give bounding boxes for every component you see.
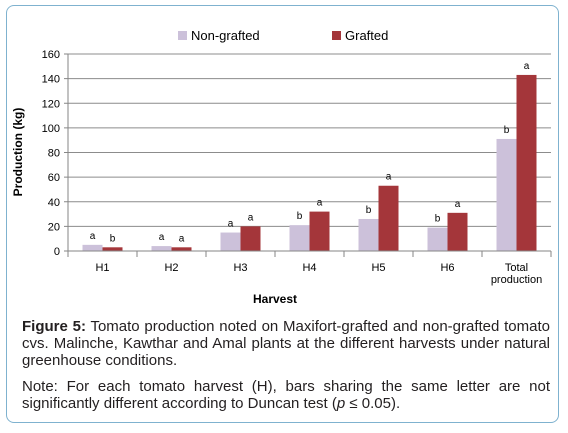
bar-grafted — [309, 211, 330, 251]
legend-label: Grafted — [345, 28, 388, 43]
bar-grafted — [171, 247, 192, 251]
x-tick-label: H2 — [164, 262, 178, 274]
legend-swatch — [178, 31, 187, 40]
x-tick-label: H3 — [233, 262, 247, 274]
legend: Non-grafted Grafted — [178, 28, 388, 43]
bars — [82, 74, 537, 252]
y-tick-label: 160 — [42, 49, 60, 61]
significance-letter: b — [435, 214, 441, 225]
legend-label: Non-grafted — [191, 28, 260, 43]
bar-non-grafted — [220, 232, 241, 251]
y-tick-label: 40 — [48, 197, 60, 209]
bar-non-grafted — [289, 225, 310, 251]
figure-label: Figure 5: — [22, 318, 86, 335]
y-axis-label: Production (kg) — [11, 108, 25, 197]
bar-grafted — [240, 226, 261, 251]
significance-letter: b — [297, 211, 303, 222]
significance-letter: a — [90, 231, 96, 242]
note-prefix: Note: For each tomato harvest (H), bars … — [22, 378, 550, 412]
figure-caption: Figure 5: Tomato production noted on Max… — [22, 318, 550, 369]
bar-non-grafted — [151, 246, 172, 251]
significance-letter: a — [524, 61, 530, 72]
significance-letter: a — [159, 232, 165, 243]
significance-letter: b — [110, 233, 116, 244]
y-tick-label: 100 — [42, 123, 60, 135]
bar-grafted — [378, 185, 399, 251]
significance-letter: b — [366, 205, 372, 216]
bar-chart: a b a a a a b a b a b a b a 0 20 40 60 80 100 120 140 160 H1 H2… — [11, 28, 552, 306]
bar-non-grafted — [496, 138, 517, 251]
significance-letter: a — [248, 212, 254, 223]
significance-letters: a b a a a a b a b a b a b a — [90, 61, 530, 244]
bar-grafted — [516, 74, 537, 252]
significance-letter: a — [455, 199, 461, 210]
bar-non-grafted — [358, 218, 379, 251]
y-tick-label: 20 — [48, 221, 60, 233]
x-tick-label: H1 — [95, 262, 109, 274]
x-tick-label: Total — [505, 262, 528, 274]
x-tick-label: H5 — [371, 262, 385, 274]
x-tick-label: production — [491, 274, 542, 286]
legend-swatch — [332, 31, 341, 40]
bar-non-grafted — [427, 227, 448, 251]
significance-letter: b — [504, 125, 510, 136]
figure-note: Note: For each tomato harvest (H), bars … — [22, 378, 550, 412]
x-tick-label: H4 — [302, 262, 316, 274]
bar-grafted — [102, 247, 123, 251]
x-axis-label: Harvest — [253, 292, 297, 306]
note-suffix: ≤ 0.05). — [345, 395, 401, 412]
caption-text: Tomato production noted on Maxifort-graf… — [22, 318, 550, 369]
y-tick-label: 80 — [48, 148, 60, 160]
axes: 0 20 40 60 80 100 120 140 160 H1 H2 H3 H4 H5 H6 Totalpr… — [42, 49, 552, 286]
significance-letter: a — [317, 198, 323, 209]
y-tick-label: 60 — [48, 172, 60, 184]
x-tick-label: H6 — [440, 262, 454, 274]
y-tick-label: 140 — [42, 74, 60, 86]
significance-letter: a — [386, 172, 392, 183]
bar-grafted — [447, 212, 468, 251]
y-tick-label: 120 — [42, 98, 60, 110]
note-p-symbol: p — [336, 395, 346, 412]
significance-letter: a — [228, 219, 234, 230]
gridlines — [68, 53, 551, 227]
y-tick-label: 0 — [54, 246, 60, 258]
bar-non-grafted — [82, 244, 103, 251]
significance-letter: a — [179, 233, 185, 244]
